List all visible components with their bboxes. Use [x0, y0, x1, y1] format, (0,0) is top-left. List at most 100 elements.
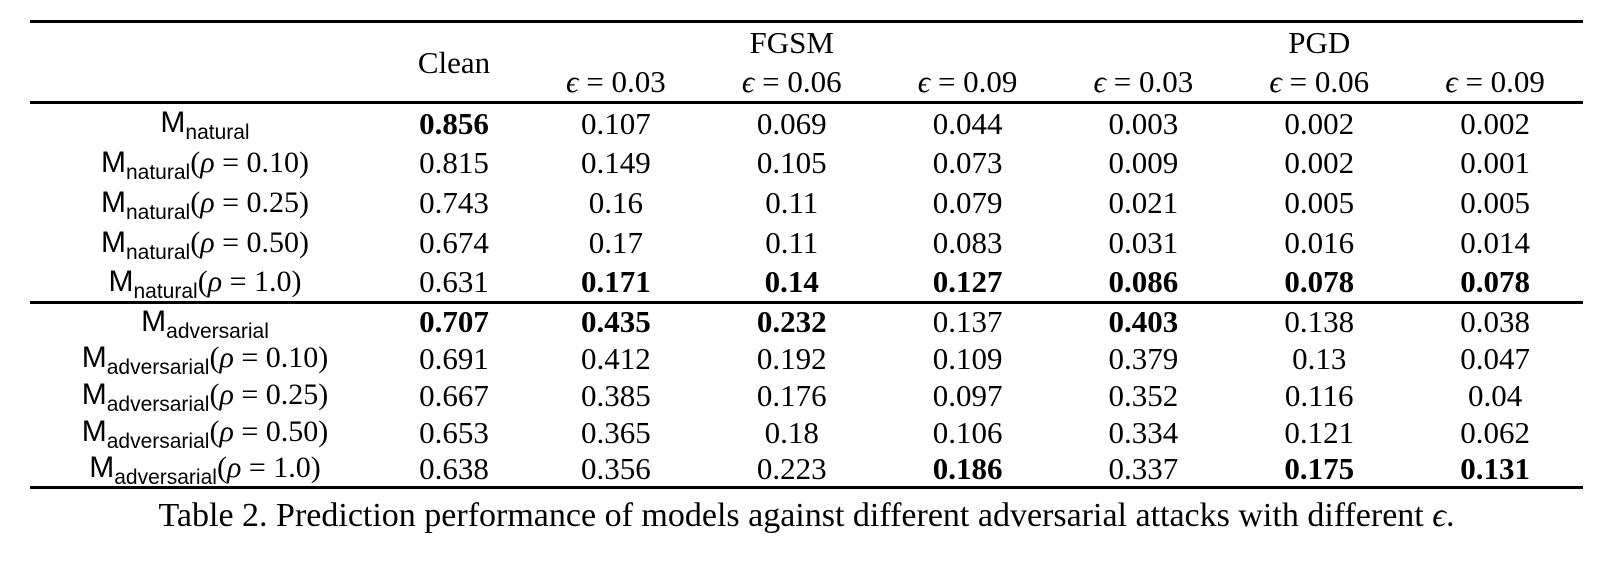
- table-row: Mnatural 0.856 0.107 0.069 0.044 0.003 0…: [30, 103, 1583, 145]
- rho-symbol: ρ: [226, 451, 242, 485]
- value-cell: 0.116: [1284, 377, 1354, 413]
- row-label: Mnatural: [160, 106, 250, 145]
- value-cell: 0.691: [419, 340, 489, 376]
- epsilon-symbol: ϵ: [741, 64, 755, 100]
- epsilon-symbol: ϵ: [566, 64, 579, 100]
- value-cell: 0.005: [1460, 185, 1530, 220]
- value-cell: 0.337: [1108, 450, 1179, 486]
- table-row: Mnatural(ρ = 0.50) 0.674 0.17 0.11 0.083…: [30, 223, 1583, 263]
- rho-symbol: ρ: [219, 415, 234, 448]
- value-cell: 0.175: [1284, 450, 1355, 486]
- value-cell: 0.18: [764, 414, 819, 450]
- table-row: Madversarial(ρ = 1.0) 0.638 0.356 0.223 …: [30, 450, 1583, 490]
- row-label: Mnatural(ρ = 0.10): [100, 145, 310, 184]
- epsilon-value: = 0.06: [754, 64, 842, 100]
- header-pgd-group: PGD: [1288, 25, 1351, 61]
- value-cell: 0.11: [765, 185, 819, 220]
- value-cell: 0.047: [1460, 340, 1530, 376]
- row-label: Mnatural(ρ = 1.0): [108, 264, 302, 303]
- value-cell: 0.097: [932, 377, 1003, 413]
- row-label: Madversarial(ρ = 0.25): [81, 378, 329, 416]
- value-cell: 0.176: [756, 377, 827, 413]
- value-cell: 0.073: [932, 145, 1003, 180]
- header-fgsm-group: FGSM: [749, 25, 834, 61]
- row-label: Mnatural(ρ = 0.50): [100, 225, 310, 264]
- rho-symbol: ρ: [219, 378, 234, 411]
- value-cell: 0.038: [1407, 301, 1583, 340]
- value-cell: 0.352: [1108, 377, 1179, 413]
- epsilon-value: = 0.09: [1457, 64, 1545, 100]
- value-cell: 0.138: [1231, 301, 1408, 340]
- rho-symbol: ρ: [200, 225, 215, 259]
- header-clean: Clean: [417, 44, 491, 80]
- value-cell: 0.009: [1108, 145, 1179, 180]
- table-row: Mnatural(ρ = 1.0) 0.631 0.171 0.14 0.127…: [30, 263, 1583, 303]
- epsilon-symbol: ϵ: [1269, 64, 1282, 100]
- value-cell: 0.667: [419, 377, 489, 413]
- value-cell: 0.385: [581, 377, 651, 413]
- value-cell: 0.743: [419, 185, 489, 220]
- value-cell: 0.131: [1460, 450, 1530, 486]
- epsilon-value: = 0.03: [578, 64, 666, 100]
- value-cell: 0.186: [932, 450, 1003, 486]
- rho-symbol: ρ: [207, 264, 223, 298]
- epsilon-symbol: ϵ: [1445, 64, 1458, 100]
- table-caption: Table 2. Prediction performance of model…: [30, 496, 1583, 537]
- value-cell: 0.044: [932, 105, 1003, 141]
- value-cell: 0.707: [380, 301, 528, 340]
- value-cell: 0.365: [581, 414, 651, 450]
- table-header: Clean FGSM PGD ϵ = 0.03 ϵ = 0.06 ϵ = 0.0…: [30, 22, 1583, 103]
- value-cell: 0.014: [1460, 225, 1530, 260]
- value-cell: 0.078: [1284, 264, 1355, 300]
- value-cell: 0.223: [756, 450, 827, 486]
- value-cell: 0.121: [1284, 414, 1355, 450]
- value-cell: 0.137: [879, 301, 1056, 340]
- value-cell: 0.232: [703, 301, 880, 340]
- value-cell: 0.062: [1460, 414, 1530, 450]
- table-row: Madversarial 0.707 0.435 0.232 0.137 0.4…: [30, 301, 1583, 342]
- table-row: Madversarial(ρ = 0.25) 0.667 0.385 0.176…: [30, 377, 1583, 416]
- epsilon-symbol: ϵ: [917, 64, 931, 100]
- value-cell: 0.653: [419, 414, 489, 450]
- table-row: Mnatural(ρ = 0.10) 0.815 0.149 0.105 0.0…: [30, 143, 1583, 183]
- value-cell: 0.016: [1284, 225, 1355, 260]
- value-cell: 0.16: [588, 185, 644, 220]
- value-cell: 0.435: [528, 301, 704, 340]
- value-cell: 0.334: [1108, 414, 1179, 450]
- value-cell: 0.17: [588, 225, 644, 260]
- value-cell: 0.13: [1292, 340, 1347, 376]
- epsilon-value: = 0.06: [1281, 64, 1370, 100]
- row-label: Madversarial(ρ = 1.0): [89, 451, 321, 490]
- value-cell: 0.105: [756, 145, 827, 180]
- value-cell: 0.002: [1460, 105, 1530, 141]
- table-row: Mnatural(ρ = 0.25) 0.743 0.16 0.11 0.079…: [30, 183, 1583, 223]
- value-cell: 0.021: [1108, 185, 1179, 220]
- value-cell: 0.002: [1284, 145, 1355, 180]
- value-cell: 0.078: [1460, 264, 1530, 300]
- value-cell: 0.379: [1108, 340, 1179, 376]
- row-label: Mnatural(ρ = 0.25): [100, 185, 310, 224]
- table-row: Madversarial(ρ = 0.10) 0.691 0.412 0.192…: [30, 340, 1583, 379]
- paper-table-figure: Clean FGSM PGD ϵ = 0.03 ϵ = 0.06 ϵ = 0.0…: [30, 20, 1583, 537]
- value-cell: 0.815: [419, 145, 489, 180]
- value-cell: 0.674: [419, 225, 489, 260]
- value-cell: 0.11: [765, 225, 819, 260]
- value-cell: 0.14: [764, 264, 819, 300]
- value-cell: 0.003: [1108, 105, 1179, 141]
- value-cell: 0.149: [581, 145, 651, 180]
- epsilon-value: = 0.09: [930, 64, 1018, 100]
- value-cell: 0.107: [581, 105, 651, 141]
- rho-symbol: ρ: [219, 341, 234, 374]
- value-cell: 0.638: [419, 450, 489, 486]
- header-epsilon: ϵ = 0.09: [1407, 63, 1583, 103]
- value-cell: 0.631: [419, 264, 489, 300]
- header-epsilon: ϵ = 0.03: [1055, 63, 1231, 103]
- value-cell: 0.856: [419, 105, 489, 141]
- value-cell: 0.106: [932, 414, 1003, 450]
- header-epsilon: ϵ = 0.06: [704, 63, 880, 103]
- value-cell: 0.04: [1467, 377, 1523, 413]
- caption-text: Table 2. Prediction performance of model…: [158, 497, 1433, 534]
- row-label: Madversarial(ρ = 0.50): [81, 415, 329, 453]
- value-cell: 0.079: [932, 185, 1003, 220]
- rho-symbol: ρ: [200, 185, 215, 219]
